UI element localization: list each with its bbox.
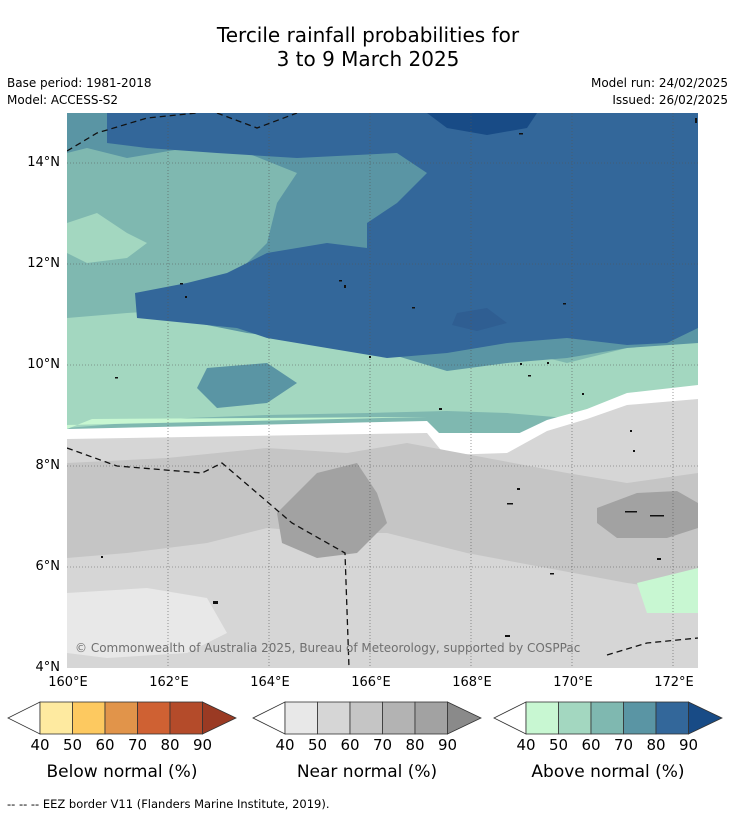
lon-label-166e: 166°E: [351, 675, 391, 690]
lon-label-160e: 160°E: [48, 675, 88, 690]
lat-label-6n: 6°N: [35, 559, 61, 574]
issued-date: Issued: 26/02/2025: [612, 93, 728, 107]
above-normal-title: Above normal (%): [531, 762, 685, 782]
map-title-line2: 3 to 9 March 2025: [276, 47, 460, 71]
below-tick-70: 70: [127, 736, 148, 754]
map-copyright: © Commonwealth of Australia 2025, Bureau…: [75, 641, 581, 655]
below-swatch-70: [137, 701, 171, 735]
above-normal-40-patch-south: [637, 568, 698, 613]
near-tick-50: 50: [307, 736, 328, 754]
below-swatch-80: [169, 701, 203, 735]
below-tick-60: 60: [95, 736, 115, 754]
above-normal-50-patch: [67, 213, 147, 263]
near-swatch-80: [414, 701, 448, 735]
above-tick-50: 50: [548, 736, 569, 754]
below-tick-50: 50: [62, 736, 83, 754]
lon-label-170e: 170°E: [553, 675, 593, 690]
lon-label-172e: 172°E: [654, 675, 694, 690]
near-tick-70: 70: [372, 736, 393, 754]
above-swatch-50: [558, 701, 592, 735]
above-tick-80: 80: [646, 736, 666, 754]
above-swatch-40: [525, 701, 559, 735]
forecast-map: [67, 113, 698, 668]
above-swatch-80: [655, 701, 689, 735]
gridlines: [67, 113, 698, 668]
near-tick-80: 80: [405, 736, 425, 754]
near-swatch-60: [349, 701, 383, 735]
near-swatch-90: [447, 701, 482, 735]
near-tick-40: 40: [275, 736, 295, 754]
below-tick-80: 80: [160, 736, 180, 754]
lon-label-168e: 168°E: [452, 675, 492, 690]
below-swatch-60: [104, 701, 138, 735]
map-title-line1: Tercile rainfall probabilities for: [216, 23, 520, 47]
near-swatch-50: [317, 701, 351, 735]
near-tick-60: 60: [340, 736, 360, 754]
lat-label-4n: 4°N: [35, 660, 61, 675]
lat-label-8n: 8°N: [35, 458, 61, 473]
below-swatch-40: [39, 701, 73, 735]
above-normal-70-patch: [197, 363, 297, 408]
above-swatch-70: [623, 701, 657, 735]
lon-label-164e: 164°E: [250, 675, 290, 690]
eez-borders: [67, 113, 698, 668]
lat-label-14n: 14°N: [27, 155, 60, 170]
above-normal-90-patch: [427, 113, 537, 135]
lat-label-10n: 10°N: [27, 357, 60, 372]
islands: [101, 118, 697, 637]
near-normal-title: Near normal (%): [296, 762, 438, 782]
near-normal-80-patch: [277, 463, 387, 558]
model-run: Model run: 24/02/2025: [590, 76, 728, 90]
colorbar-near-normal: [252, 701, 482, 735]
near-normal-40-patch: [67, 588, 227, 658]
colorbar-below-normal: [7, 701, 237, 735]
above-swatch-60: [590, 701, 624, 735]
lat-label-12n: 12°N: [27, 256, 60, 271]
model-name: Model: ACCESS-S2: [7, 93, 119, 107]
below-tick-40: 40: [30, 736, 50, 754]
above-normal-80-region: [107, 113, 698, 358]
colorbar-above-normal: [493, 701, 723, 735]
above-tick-40: 40: [516, 736, 536, 754]
near-tick-90: 90: [437, 736, 458, 754]
near-normal-80-patch-east: [597, 491, 698, 538]
above-normal-40-strip: [67, 417, 427, 429]
base-period: Base period: 1981-2018: [7, 76, 152, 90]
above-tick-60: 60: [581, 736, 601, 754]
above-normal-80-patch: [452, 308, 507, 331]
colorbars: [7, 701, 723, 735]
near-swatch-40: [284, 701, 318, 735]
below-tick-90: 90: [192, 736, 213, 754]
above-tick-90: 90: [678, 736, 699, 754]
near-swatch-70: [382, 701, 416, 735]
below-swatch-50: [72, 701, 106, 735]
above-swatch-90: [688, 701, 723, 735]
below-normal-title: Below normal (%): [46, 762, 198, 782]
eez-footnote: -- -- -- EEZ border V11 (Flanders Marine…: [7, 797, 330, 811]
below-swatch-90: [202, 701, 237, 735]
lon-label-162e: 162°E: [149, 675, 189, 690]
above-tick-70: 70: [613, 736, 634, 754]
